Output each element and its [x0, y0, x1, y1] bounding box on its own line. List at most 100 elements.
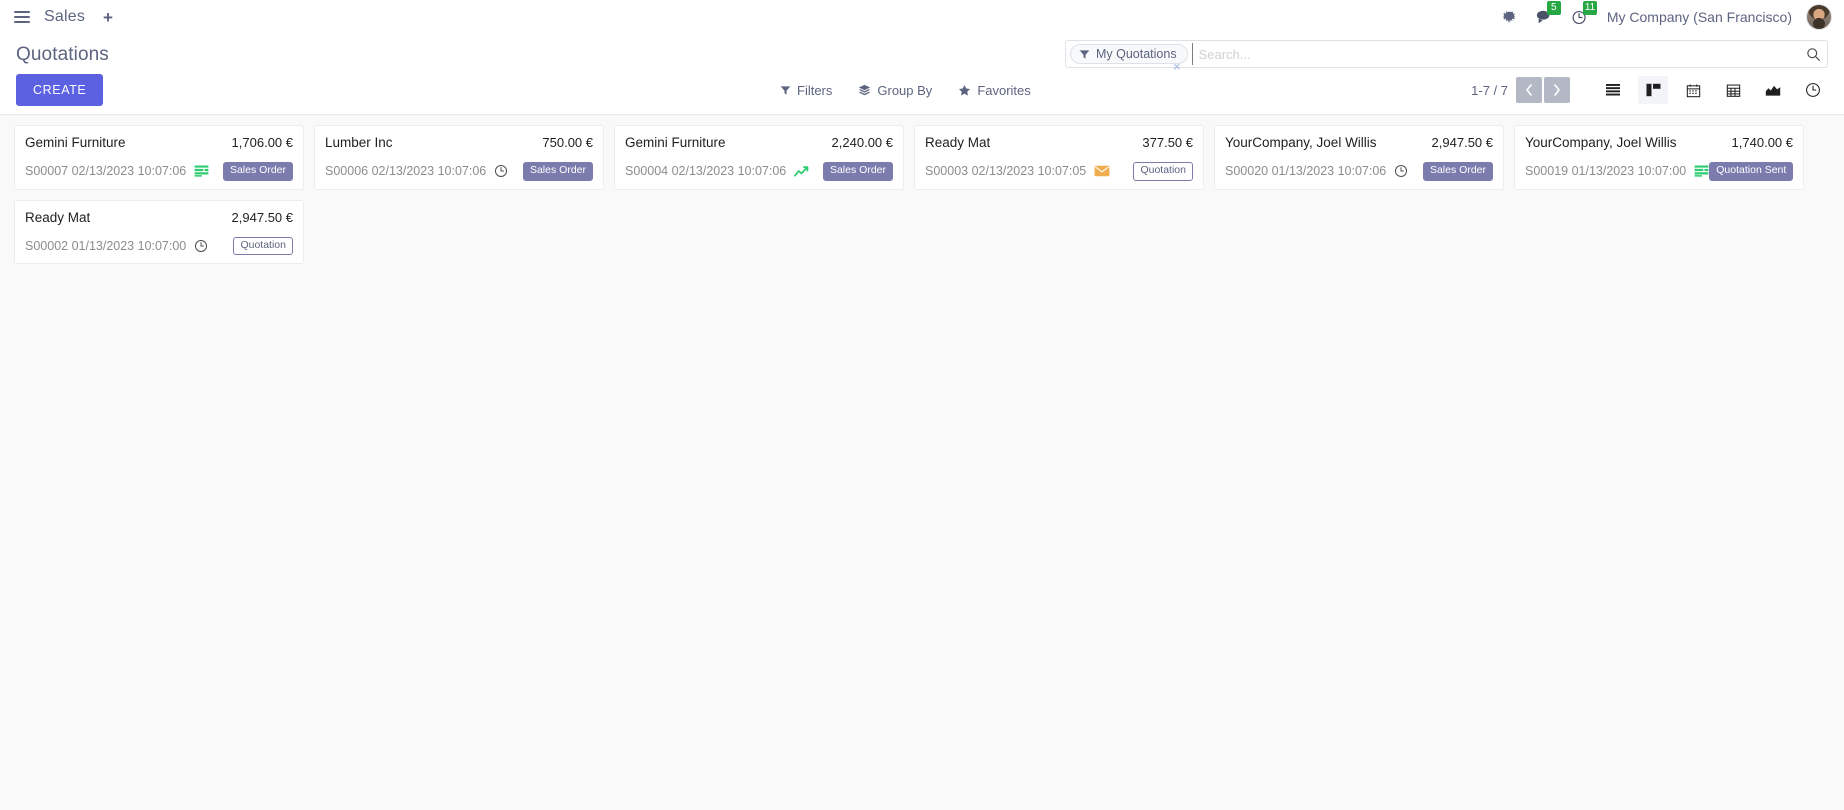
pager-previous-button[interactable]: [1516, 77, 1542, 103]
kanban-card[interactable]: Gemini Furniture 2,240.00 € S00004 02/13…: [614, 125, 904, 190]
kanban-card-reference: S00003 02/13/2023 10:07:05: [925, 164, 1087, 179]
hamburger-bar: [14, 11, 30, 13]
kanban-card-header: Ready Mat 377.50 €: [925, 135, 1193, 150]
kanban-card-partner: Gemini Furniture: [625, 135, 726, 150]
kanban-ungrouped-column: Gemini Furniture 1,706.00 € S00007 02/13…: [14, 125, 1830, 265]
favorites-dropdown[interactable]: Favorites: [958, 83, 1031, 98]
kanban-card-header: YourCompany, Joel Willis 1,740.00 €: [1525, 135, 1793, 150]
hamburger-icon[interactable]: [8, 3, 36, 31]
clock-icon[interactable]: [1394, 164, 1408, 178]
chevron-right-icon: [1554, 84, 1560, 96]
status-badge: Sales Order: [822, 162, 893, 181]
status-badge: Quotation Sent: [1709, 162, 1794, 181]
status-badge: Quotation: [1133, 162, 1193, 181]
clock-icon[interactable]: [194, 239, 208, 253]
kanban-card-header: Ready Mat 2,947.50 €: [25, 210, 293, 225]
pivot-table-icon[interactable]: [1718, 76, 1748, 104]
create-button[interactable]: CREATE: [16, 74, 104, 106]
kanban-card-footer: S00003 02/13/2023 10:07:05 Quotation: [925, 162, 1193, 181]
hamburger-bar: [14, 21, 30, 23]
control-panel: Quotations CREATE My Quotations ×: [0, 34, 1844, 115]
pager-next-button[interactable]: [1544, 77, 1570, 103]
kanban-card-partner: Ready Mat: [925, 135, 991, 150]
kanban-card-reference-row: S00020 01/13/2023 10:07:06: [1225, 164, 1408, 178]
kanban-card-footer: S00019 01/13/2023 10:07:00 Quotation Sen…: [1525, 162, 1794, 181]
chevron-left-icon: [1526, 84, 1532, 96]
calendar-icon[interactable]: [1678, 76, 1708, 104]
status-badge: Quotation: [233, 236, 293, 256]
kanban-card-amount: 1,740.00 €: [1731, 135, 1793, 150]
activities-clock-icon[interactable]: 11: [1562, 0, 1598, 34]
kanban-card-amount: 2,240.00 €: [831, 135, 893, 150]
search-input[interactable]: [1191, 43, 1800, 65]
star-icon: [959, 84, 971, 96]
kanban-card-partner: Gemini Furniture: [25, 135, 126, 150]
kanban-card-header: Lumber Inc 750.00 €: [325, 135, 593, 150]
kanban-card-reference: S00004 02/13/2023 10:07:06: [625, 164, 787, 179]
clock-icon[interactable]: [1798, 76, 1828, 104]
hamburger-bar: [14, 16, 30, 18]
kanban-icon[interactable]: [1638, 76, 1668, 104]
control-panel-bottom: Filters Group By Favorites: [758, 76, 1828, 104]
kanban-card-reference-row: S00004 02/13/2023 10:07:06: [625, 164, 809, 178]
search-icon[interactable]: [1806, 47, 1821, 62]
kanban-card[interactable]: Ready Mat 2,947.50 € S00002 01/13/2023 1…: [14, 199, 304, 265]
status-badge: Sales Order: [1422, 162, 1493, 181]
kanban-card[interactable]: Lumber Inc 750.00 € S00006 02/13/2023 10…: [314, 125, 604, 190]
kanban-card-partner: Ready Mat: [25, 209, 91, 225]
kanban-card-reference-row: S00019 01/13/2023 10:07:00: [1525, 164, 1709, 178]
kanban-card-amount: 1,706.00 €: [231, 135, 293, 150]
top-navbar: Sales + 5 11 My Company (San Francisco): [0, 0, 1844, 34]
messaging-icon[interactable]: 5: [1526, 0, 1562, 34]
kanban-card-footer: S00002 01/13/2023 10:07:00 Quotation: [25, 236, 293, 256]
group-by-label: Group By: [877, 82, 933, 98]
messaging-counter-badge: 5: [1546, 1, 1561, 15]
kanban-card-reference: S00019 01/13/2023 10:07:00: [1525, 164, 1687, 179]
kanban-card[interactable]: Gemini Furniture 1,706.00 € S00007 02/13…: [14, 125, 304, 190]
kanban-card[interactable]: YourCompany, Joel Willis 2,947.50 € S000…: [1214, 125, 1504, 190]
clock-icon[interactable]: [494, 164, 508, 178]
search-facet-remove-icon[interactable]: ×: [1173, 59, 1181, 74]
list-icon[interactable]: [1598, 76, 1628, 104]
search-facet-label: My Quotations: [1096, 47, 1177, 61]
kanban-card-reference: S00006 02/13/2023 10:07:06: [325, 164, 487, 179]
page-title: Quotations: [16, 44, 109, 65]
kanban-card-reference-row: S00003 02/13/2023 10:07:05: [925, 164, 1110, 178]
pager-and-views: 1-7 / 7: [1471, 76, 1828, 104]
control-panel-right: My Quotations × Filters: [758, 40, 1828, 104]
search-facet-my-quotations[interactable]: My Quotations: [1070, 44, 1188, 64]
list-lines-icon[interactable]: [194, 165, 209, 177]
kanban-card-partner: YourCompany, Joel Willis: [1225, 135, 1377, 150]
group-by-dropdown[interactable]: Group By: [858, 83, 932, 98]
area-chart-icon[interactable]: [1758, 76, 1788, 104]
kanban-view-area: Gemini Furniture 1,706.00 € S00007 02/13…: [0, 115, 1844, 810]
status-badge: Sales Order: [222, 162, 293, 181]
activities-counter-badge: 11: [1582, 1, 1598, 15]
search-view[interactable]: My Quotations ×: [1065, 40, 1828, 73]
line-chart-icon[interactable]: [794, 165, 809, 178]
kanban-card-footer: S00007 02/13/2023 10:07:06 Sales Order: [25, 162, 293, 181]
kanban-card-reference: S00007 02/13/2023 10:07:06: [25, 164, 187, 179]
kanban-card-reference: S00002 01/13/2023 10:07:00: [25, 238, 187, 253]
kanban-card-header: Gemini Furniture 1,706.00 €: [25, 135, 293, 150]
control-panel-left: Quotations CREATE: [16, 40, 316, 106]
kanban-card-header: Gemini Furniture 2,240.00 €: [625, 135, 893, 150]
layers-icon: [859, 84, 871, 95]
kanban-card[interactable]: Ready Mat 377.50 € S00003 02/13/2023 10:…: [914, 125, 1204, 190]
list-lines-icon[interactable]: [1694, 165, 1709, 177]
bug-icon[interactable]: [1493, 0, 1526, 34]
kanban-card-amount: 2,947.50 €: [231, 209, 293, 225]
user-avatar[interactable]: [1806, 4, 1832, 30]
kanban-card-reference-row: S00002 01/13/2023 10:07:00: [25, 239, 208, 253]
envelope-icon[interactable]: [1094, 165, 1110, 177]
filter-icon: [1079, 49, 1090, 59]
filters-dropdown[interactable]: Filters: [780, 83, 832, 98]
kanban-card[interactable]: YourCompany, Joel Willis 1,740.00 € S000…: [1514, 125, 1804, 190]
kanban-card-reference-row: S00006 02/13/2023 10:07:06: [325, 164, 508, 178]
company-switcher[interactable]: My Company (San Francisco): [1606, 9, 1792, 25]
kanban-card-amount: 377.50 €: [1142, 135, 1193, 150]
app-brand-sales[interactable]: Sales: [44, 8, 86, 25]
new-record-plus-icon[interactable]: +: [103, 7, 113, 27]
kanban-card-amount: 2,947.50 €: [1431, 135, 1493, 150]
filters-label: Filters: [797, 82, 833, 98]
